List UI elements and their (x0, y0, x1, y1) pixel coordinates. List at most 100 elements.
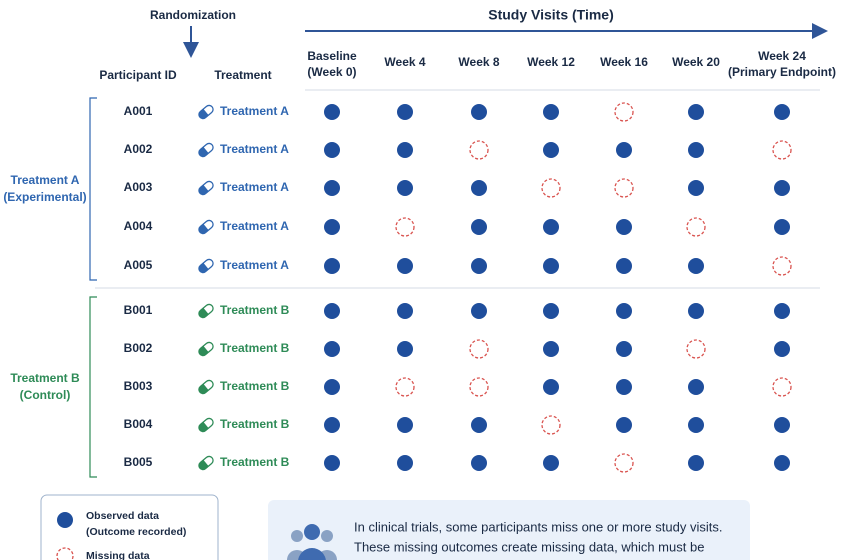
observed-dot (543, 341, 559, 357)
pill-half (198, 307, 209, 318)
visit-header: Week 4 (384, 55, 425, 69)
visit-header: (Week 0) (307, 65, 356, 79)
missing-dot (395, 377, 415, 397)
legend-observed-dot (57, 512, 73, 528)
observed-dot (774, 341, 790, 357)
observed-dot (616, 219, 632, 235)
legend-missing: Missing data (86, 550, 150, 560)
observed-dot (688, 417, 704, 433)
missing-dot (469, 140, 489, 160)
visit-header: Week 12 (527, 55, 575, 69)
observed-dot (324, 341, 340, 357)
missing-dot (772, 256, 792, 276)
observed-dot (774, 180, 790, 196)
observed-dot (397, 417, 413, 433)
note-box (268, 500, 750, 560)
missing-dot (772, 377, 792, 397)
missing-dot (395, 217, 415, 237)
missing-dot (469, 339, 489, 359)
observed-dot (774, 219, 790, 235)
observed-dot (397, 142, 413, 158)
observed-dot (543, 379, 559, 395)
legend-observed: Observed data (86, 510, 159, 522)
participant-id: B003 (124, 379, 153, 393)
note-line: These missing outcomes create missing da… (354, 539, 704, 554)
observed-dot (688, 258, 704, 274)
pill-half (198, 223, 209, 234)
participant-id: B002 (124, 341, 153, 355)
observed-dot (324, 142, 340, 158)
visit-header: Week 16 (600, 55, 648, 69)
legend-box (40, 494, 219, 560)
observed-dot (324, 379, 340, 395)
observed-dot (397, 104, 413, 120)
note-line: In clinical trials, some participants mi… (354, 519, 722, 534)
observed-dot (397, 455, 413, 471)
participant-id: A005 (124, 258, 153, 272)
missing-dot (541, 415, 561, 435)
observed-dot (774, 104, 790, 120)
pill-half (198, 345, 209, 356)
observed-dot (324, 219, 340, 235)
missing-dot (772, 140, 792, 160)
observed-dot (471, 258, 487, 274)
pill-icon (198, 258, 214, 274)
study-visits-label: Study Visits (Time) (488, 7, 614, 23)
observed-dot (324, 104, 340, 120)
missing-dot (469, 377, 489, 397)
observed-dot (471, 417, 487, 433)
participant-id: B005 (124, 455, 153, 469)
participant-id: A002 (124, 142, 153, 156)
pill-icon (198, 104, 214, 120)
group-label: (Experimental) (3, 190, 86, 204)
pill-icon (198, 379, 214, 395)
pill-half (198, 184, 209, 195)
observed-dot (688, 104, 704, 120)
observed-dot (688, 142, 704, 158)
observed-dot (616, 303, 632, 319)
pill-icon (198, 455, 214, 471)
participant-id: B001 (124, 303, 153, 317)
treatment-label: Treatment A (220, 142, 289, 156)
observed-dot (471, 455, 487, 471)
treatment-label: Treatment B (220, 341, 290, 355)
observed-dot (543, 303, 559, 319)
legend-observed-sub: (Outcome recorded) (86, 526, 186, 538)
observed-dot (324, 303, 340, 319)
pill-icon (198, 417, 214, 433)
treatment-label: Treatment A (220, 104, 289, 118)
missing-dot (614, 102, 634, 122)
observed-dot (616, 417, 632, 433)
participant-id-header: Participant ID (99, 68, 177, 82)
missing-dot (614, 453, 634, 473)
group-bracket (89, 296, 97, 478)
observed-dot (324, 455, 340, 471)
visit-header: Baseline (307, 49, 357, 63)
observed-dot (543, 258, 559, 274)
observed-dot (688, 303, 704, 319)
pill-icon (198, 341, 214, 357)
visit-header: Week 20 (672, 55, 720, 69)
pill-half (198, 262, 209, 273)
observed-dot (471, 180, 487, 196)
missing-dot (686, 217, 706, 237)
pill-icon (198, 180, 214, 196)
visit-header: Week 24 (758, 49, 806, 63)
observed-dot (774, 303, 790, 319)
missing-dot (541, 178, 561, 198)
pill-half (198, 108, 209, 119)
observed-dot (688, 379, 704, 395)
treatment-label: Treatment B (220, 379, 290, 393)
treatment-label: Treatment B (220, 417, 290, 431)
people-icon (287, 524, 337, 560)
pill-icon (198, 303, 214, 319)
legend-missing-dot (56, 547, 74, 560)
pill-half (198, 146, 209, 157)
pill-half (198, 421, 209, 432)
group-label: Treatment B (10, 371, 80, 385)
observed-dot (688, 455, 704, 471)
observed-dot (543, 219, 559, 235)
pill-half (198, 459, 209, 470)
observed-dot (397, 303, 413, 319)
observed-dot (324, 417, 340, 433)
